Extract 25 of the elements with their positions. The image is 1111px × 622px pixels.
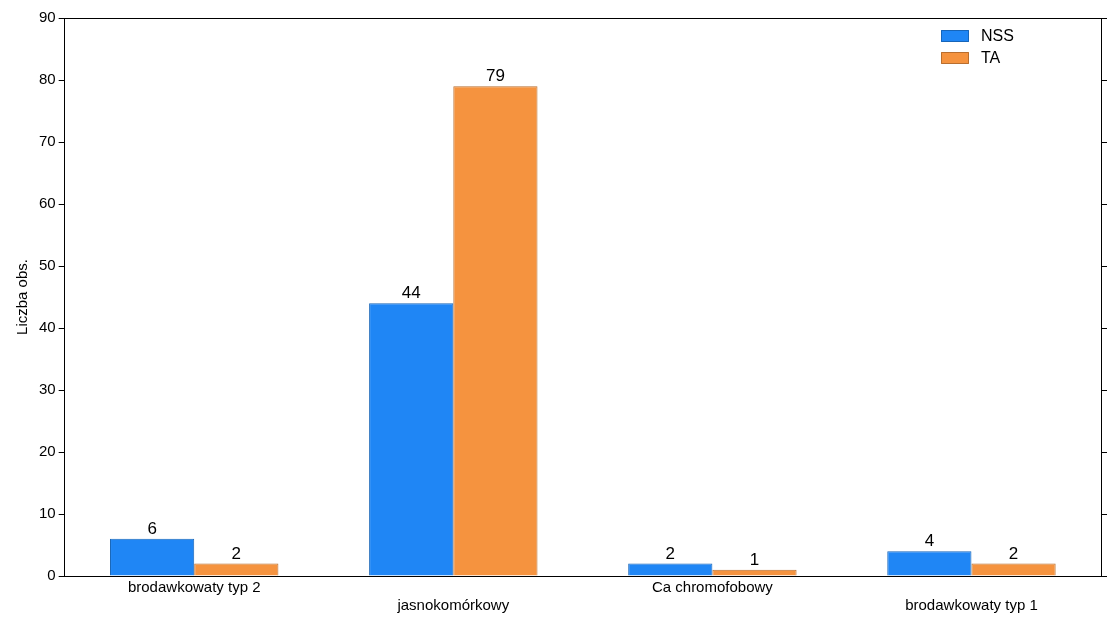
legend-label: NSS <box>981 27 1014 45</box>
x-tick-label: jasnokomórkowy <box>396 596 510 614</box>
x-tick-label: Ca chromofobowy <box>651 578 774 596</box>
data-label: 79 <box>485 66 505 86</box>
data-label: 4 <box>924 531 935 551</box>
data-label: 6 <box>147 518 157 538</box>
legend-label: TA <box>981 49 1001 67</box>
y-tick-label: 50 <box>39 256 56 274</box>
y-tick-label: 80 <box>39 70 56 88</box>
y-tick-label: 20 <box>39 442 56 460</box>
data-label: 44 <box>401 283 421 303</box>
y-tick-label: 70 <box>39 132 56 150</box>
y-tick-label: 30 <box>39 380 56 398</box>
data-label: 2 <box>665 543 676 563</box>
y-tick-label: 90 <box>39 8 56 26</box>
data-label: 2 <box>231 543 242 563</box>
y-tick-label: 40 <box>39 318 56 336</box>
y-tick-label: 0 <box>47 566 56 584</box>
y-tick-label: 10 <box>39 504 56 522</box>
y-tick-label: 60 <box>39 194 56 212</box>
x-tick-label: brodawkowaty typ 1 <box>905 596 1038 614</box>
data-label: 2 <box>1008 543 1019 563</box>
x-tick-label: brodawkowaty typ 2 <box>127 578 261 596</box>
data-label: 1 <box>749 549 760 569</box>
y-axis-title: Liczba obs. <box>13 259 31 335</box>
